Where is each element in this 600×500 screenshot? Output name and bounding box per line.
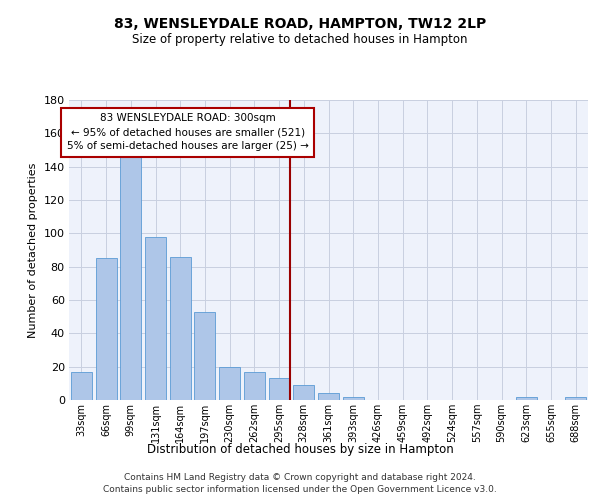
Bar [219,366,240,400]
Text: Size of property relative to detached houses in Hampton: Size of property relative to detached ho… [132,32,468,46]
Bar [145,236,166,400]
Y-axis label: Number of detached properties: Number of detached properties [28,162,38,338]
Bar [120,156,141,400]
Bar [516,396,537,400]
Bar [95,258,116,400]
Bar [170,256,191,400]
Text: Distribution of detached houses by size in Hampton: Distribution of detached houses by size … [146,442,454,456]
Bar [318,394,339,400]
Text: 83, WENSLEYDALE ROAD, HAMPTON, TW12 2LP: 83, WENSLEYDALE ROAD, HAMPTON, TW12 2LP [114,18,486,32]
Bar [269,378,290,400]
Text: Contains HM Land Registry data © Crown copyright and database right 2024.: Contains HM Land Registry data © Crown c… [124,472,476,482]
Bar [293,385,314,400]
Bar [71,372,92,400]
Text: Contains public sector information licensed under the Open Government Licence v3: Contains public sector information licen… [103,485,497,494]
Bar [343,396,364,400]
Bar [194,312,215,400]
Bar [565,396,586,400]
Text: 83 WENSLEYDALE ROAD: 300sqm
← 95% of detached houses are smaller (521)
5% of sem: 83 WENSLEYDALE ROAD: 300sqm ← 95% of det… [67,114,308,152]
Bar [244,372,265,400]
